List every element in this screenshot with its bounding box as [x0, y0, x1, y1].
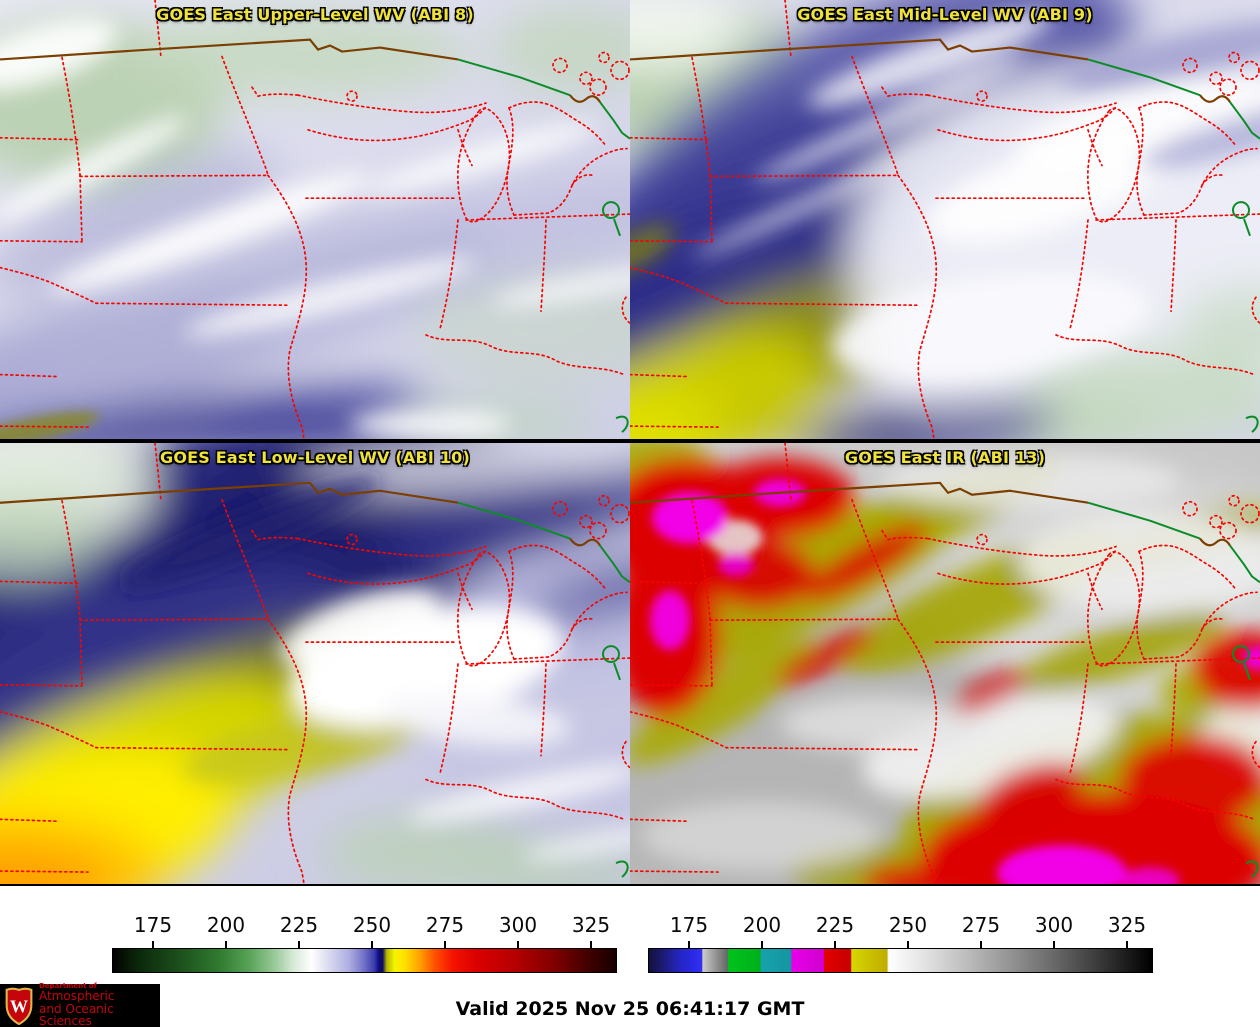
uw-aos-logo: W Department of Atmospheric and Oceanic … — [0, 981, 160, 1027]
logo-text: Department of Atmospheric and Oceanic Sc… — [39, 981, 160, 1027]
satellite-image-abi10 — [0, 443, 630, 884]
colorbar-tick-label: 300 — [498, 913, 538, 937]
colorbar-wv: 175 200 225 250 275 300 325 — [112, 913, 617, 973]
colorbar-tick-mark — [517, 941, 519, 949]
colorbar-tick-mark — [298, 941, 300, 949]
colorbar-tick-label: 250 — [888, 913, 928, 937]
colorbar-tick-label: 250 — [352, 913, 392, 937]
colorbar-tick-mark — [590, 941, 592, 949]
colorbar-tick-mark — [152, 941, 154, 949]
colorbar-tick-mark — [225, 941, 227, 949]
colorbar-tick-mark — [444, 941, 446, 949]
panel-title-abi8: GOES East Upper-Level WV (ABI 8) — [156, 5, 474, 24]
colorbar-tick-label: 275 — [425, 913, 465, 937]
panel-title-abi10: GOES East Low-Level WV (ABI 10) — [159, 448, 470, 467]
colorbar-tick-label: 175 — [669, 913, 709, 937]
colorbar-tick-mark — [761, 941, 763, 949]
logo-line-2: and Oceanic Sciences — [39, 1001, 114, 1027]
colorbar-tick-label: 200 — [742, 913, 782, 937]
satellite-image-abi13 — [630, 443, 1260, 884]
colorbar-tick-mark — [834, 941, 836, 949]
valid-time: Valid 2025 Nov 25 06:41:17 GMT — [455, 998, 805, 1020]
colorbar-tick-mark — [371, 941, 373, 949]
colorbar-ir: 175 200 225 250 275 300 325 — [648, 913, 1153, 973]
panel-upper-level-wv: GOES East Upper-Level WV (ABI 8) — [0, 0, 630, 443]
panel-title-abi9: GOES East Mid-Level WV (ABI 9) — [797, 5, 1093, 24]
logo-dept-line: Department of — [39, 981, 97, 990]
panel-mid-level-wv: GOES East Mid-Level WV (ABI 9) — [630, 0, 1260, 443]
panel-title-abi13: GOES East IR (ABI 13) — [844, 448, 1046, 467]
svg-text:W: W — [10, 996, 28, 1016]
colorbar-tick-label: 175 — [133, 913, 173, 937]
colorbar-tick-mark — [980, 941, 982, 949]
colorbar-tick-label: 200 — [206, 913, 246, 937]
colorbar-tick-label: 225 — [279, 913, 319, 937]
colorbar-tick-mark — [688, 941, 690, 949]
colorbar-tick-label: 325 — [571, 913, 611, 937]
logo-line-1: Atmospheric — [39, 989, 115, 1004]
footer: 175 200 225 250 275 300 325 175 200 225 … — [0, 886, 1260, 1027]
colorbar-tick-mark — [1126, 941, 1128, 949]
panel-grid: GOES East Upper-Level WV (ABI 8) — [0, 0, 1260, 886]
colorbar-tick-label: 300 — [1034, 913, 1074, 937]
colorbar-tick-label: 325 — [1107, 913, 1147, 937]
panel-ir: GOES East IR (ABI 13) — [630, 443, 1260, 886]
colorbar-tick-mark — [1053, 941, 1055, 949]
satellite-image-abi9 — [630, 0, 1260, 439]
panel-low-level-wv: GOES East Low-Level WV (ABI 10) — [0, 443, 630, 886]
colorbar-tick-label: 275 — [961, 913, 1001, 937]
colorbar-tick-label: 225 — [815, 913, 855, 937]
satellite-image-abi8 — [0, 0, 630, 439]
colorbar-tick-mark — [907, 941, 909, 949]
uw-crest-icon: W — [5, 987, 33, 1025]
